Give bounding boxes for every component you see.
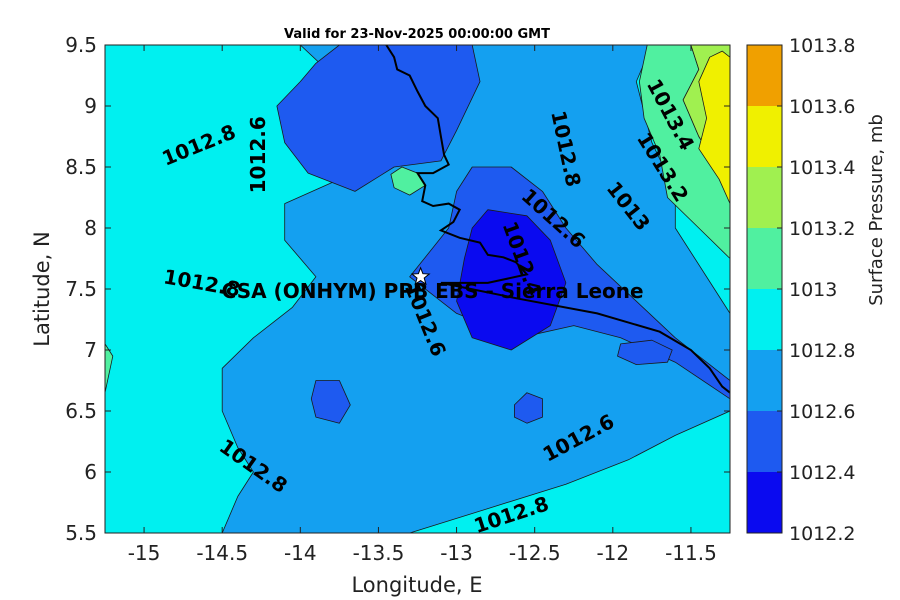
x-tick-label: -13.5 <box>353 541 405 565</box>
coastline <box>385 45 730 394</box>
region-blue-small-a <box>310 380 351 424</box>
x-axis-label: Longitude, E <box>351 573 482 597</box>
chart-title: Valid for 23-Nov-2025 00:00:00 GMT <box>284 27 550 42</box>
colorbar-tick-label: 1013.2 <box>789 218 855 240</box>
colorbar-tick-label: 1013.6 <box>789 96 855 118</box>
region-deep-blue-center <box>456 209 567 351</box>
colorbar: 1012.2 1012.4 1012.6 1012.8 1013 1013.2 1013.4… <box>746 35 855 545</box>
colorbar-tick-label: 1012.8 <box>789 340 855 362</box>
colorbar-swatch <box>747 167 782 228</box>
y-tick-label: 8.5 <box>65 155 97 179</box>
colorbar-tick-label: 1012.4 <box>789 462 855 484</box>
x-tick-label: -15 <box>128 541 161 565</box>
colorbar-tick-label: 1013.4 <box>789 157 855 179</box>
x-tick-label: -14 <box>284 541 317 565</box>
y-tick-label: 9 <box>84 94 97 118</box>
site-star <box>410 266 431 286</box>
colorbar-tick-label: 1012.6 <box>789 401 855 423</box>
colorbar-swatch <box>747 228 782 289</box>
colorbar-swatch <box>747 106 782 167</box>
y-tick-label: 8 <box>84 216 97 240</box>
x-tick-label: -12 <box>596 541 629 565</box>
colorbar-tick-label: 1012.2 <box>789 523 855 545</box>
colorbar-label: Surface Pressure, mb <box>866 114 887 306</box>
y-tick-label: 9.5 <box>65 33 97 57</box>
y-tick-label: 7 <box>84 338 97 362</box>
region-blue-small-c <box>617 339 673 366</box>
x-tick-label: -13 <box>440 541 473 565</box>
region-cyan-southeast <box>409 410 730 533</box>
colorbar-swatch <box>747 472 782 533</box>
site-star-marker <box>410 266 431 286</box>
pressure-regions <box>105 45 730 533</box>
region-blue-north <box>276 45 481 192</box>
colorbar-tick-label: 1013 <box>789 279 837 301</box>
colorbar-swatch <box>747 350 782 411</box>
y-axis-label: Latitude, N <box>30 231 54 347</box>
site-label: CSA (ONHYM) PPB EBS - Sierra Leone <box>222 279 644 303</box>
colorbar-swatch <box>747 411 782 472</box>
y-tick-label: 6.5 <box>65 399 97 423</box>
y-tick-label: 6 <box>84 460 97 484</box>
x-tick-label: -14.5 <box>196 541 248 565</box>
x-tick-label: -12.5 <box>509 541 561 565</box>
y-tick-label: 5.5 <box>65 521 97 545</box>
y-tick-label: 7.5 <box>65 277 97 301</box>
contour-label: 1012.6 <box>246 116 270 193</box>
colorbar-swatch <box>747 289 782 350</box>
y-axis-ticks: 5.5 6 6.5 7 7.5 8 8.5 9 9.5 <box>65 33 730 545</box>
region-blue-small-b <box>514 392 543 424</box>
colorbar-tick-label: 1013.8 <box>789 35 855 57</box>
region-yellow-east <box>698 50 730 205</box>
x-axis-ticks: -15 -14.5 -14 -13.5 -13 -12.5 -12 -11.5 <box>128 45 717 565</box>
x-tick-label: -11.5 <box>665 541 717 565</box>
colorbar-swatch <box>747 45 782 106</box>
